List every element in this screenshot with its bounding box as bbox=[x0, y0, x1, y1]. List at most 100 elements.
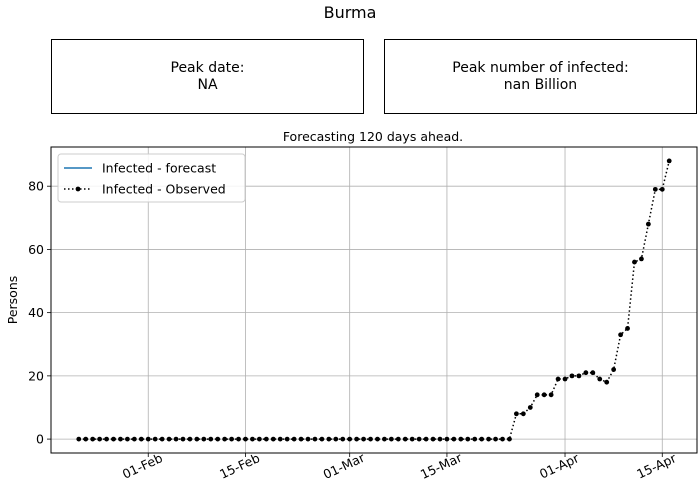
data-point bbox=[256, 436, 262, 442]
data-point bbox=[576, 373, 582, 379]
y-tick-label: 20 bbox=[28, 368, 44, 383]
data-point bbox=[520, 411, 526, 417]
legend-label: Infected - Observed bbox=[102, 182, 226, 197]
data-point bbox=[486, 436, 492, 442]
data-point bbox=[402, 436, 408, 442]
data-point bbox=[409, 436, 415, 442]
data-point bbox=[243, 436, 248, 442]
data-point bbox=[416, 436, 422, 442]
data-point bbox=[444, 436, 450, 442]
data-point bbox=[541, 392, 547, 398]
data-point bbox=[298, 436, 304, 442]
legend-marker bbox=[75, 186, 81, 192]
data-point bbox=[639, 256, 644, 262]
data-point bbox=[534, 392, 540, 398]
data-point bbox=[423, 436, 429, 442]
peak-date-label: Peak date: bbox=[170, 59, 245, 76]
data-point bbox=[548, 392, 554, 398]
data-point bbox=[382, 436, 387, 442]
data-point bbox=[111, 436, 116, 442]
data-point bbox=[437, 436, 443, 442]
data-point bbox=[659, 186, 665, 192]
chart-title: Forecasting 120 days ahead. bbox=[283, 129, 463, 144]
data-point bbox=[152, 436, 158, 442]
data-point bbox=[527, 405, 533, 410]
data-point bbox=[159, 436, 165, 442]
data-point bbox=[333, 436, 339, 442]
data-point bbox=[194, 436, 200, 442]
y-tick-label: 0 bbox=[36, 432, 44, 447]
data-point bbox=[236, 436, 241, 442]
peak-date-value: NA bbox=[197, 76, 218, 93]
data-point bbox=[395, 436, 401, 442]
data-point bbox=[632, 259, 637, 265]
data-point bbox=[611, 367, 617, 372]
data-point bbox=[451, 436, 457, 442]
data-point bbox=[666, 158, 672, 164]
data-point bbox=[500, 436, 505, 442]
data-point bbox=[347, 436, 353, 442]
data-point bbox=[291, 436, 297, 442]
data-point bbox=[340, 436, 346, 442]
data-point bbox=[187, 436, 193, 442]
data-point bbox=[430, 436, 436, 442]
data-point bbox=[465, 436, 471, 442]
data-point bbox=[180, 436, 186, 442]
data-point bbox=[250, 436, 255, 442]
data-point bbox=[97, 436, 103, 442]
data-point bbox=[270, 436, 276, 442]
data-point bbox=[368, 436, 373, 442]
data-point bbox=[125, 436, 130, 442]
data-point bbox=[118, 436, 123, 442]
x-tick-label: 01-Apr bbox=[537, 450, 582, 482]
peak-date-box: Peak date: NA bbox=[51, 39, 364, 114]
data-point bbox=[479, 436, 485, 442]
data-point bbox=[326, 436, 332, 442]
data-point bbox=[166, 436, 172, 442]
data-point bbox=[76, 436, 82, 442]
legend-box bbox=[57, 153, 246, 203]
legend-label: Infected - forecast bbox=[102, 161, 216, 176]
data-point bbox=[354, 436, 360, 442]
data-point bbox=[493, 436, 498, 442]
x-tick-label: 15-Feb bbox=[217, 450, 262, 482]
data-point bbox=[361, 436, 366, 442]
data-point bbox=[590, 370, 596, 376]
x-tick-label: 15-Mar bbox=[418, 449, 465, 482]
data-point bbox=[208, 436, 214, 442]
data-point bbox=[90, 436, 96, 442]
data-point bbox=[201, 436, 207, 442]
peak-infected-value: nan Billion bbox=[503, 76, 578, 93]
data-point bbox=[625, 326, 630, 331]
x-tick-label: 15-Apr bbox=[634, 450, 679, 482]
data-point bbox=[562, 376, 568, 382]
series-line-observed bbox=[78, 160, 670, 440]
data-point bbox=[583, 370, 589, 376]
data-point bbox=[312, 436, 318, 442]
data-point bbox=[375, 436, 380, 442]
data-point bbox=[597, 376, 603, 382]
y-tick-label: 60 bbox=[28, 242, 44, 257]
x-tick-label: 01-Feb bbox=[120, 450, 165, 482]
data-point bbox=[131, 436, 137, 442]
plot-frame bbox=[50, 146, 698, 454]
y-tick-label: 80 bbox=[28, 179, 44, 194]
data-point bbox=[222, 436, 228, 442]
data-point bbox=[83, 436, 89, 442]
data-point bbox=[645, 221, 651, 227]
data-point bbox=[472, 436, 478, 442]
page-title: Burma bbox=[323, 3, 377, 22]
data-point bbox=[604, 379, 610, 385]
data-point bbox=[305, 436, 311, 442]
data-point bbox=[555, 376, 561, 382]
data-point bbox=[319, 436, 325, 442]
y-axis-label: Persons bbox=[5, 276, 20, 325]
data-point bbox=[173, 436, 179, 442]
data-point bbox=[277, 436, 283, 442]
data-point bbox=[458, 436, 464, 442]
x-tick-label: 01-Mar bbox=[321, 449, 368, 482]
data-point bbox=[229, 436, 235, 442]
data-point bbox=[652, 186, 658, 192]
data-point bbox=[388, 436, 394, 442]
